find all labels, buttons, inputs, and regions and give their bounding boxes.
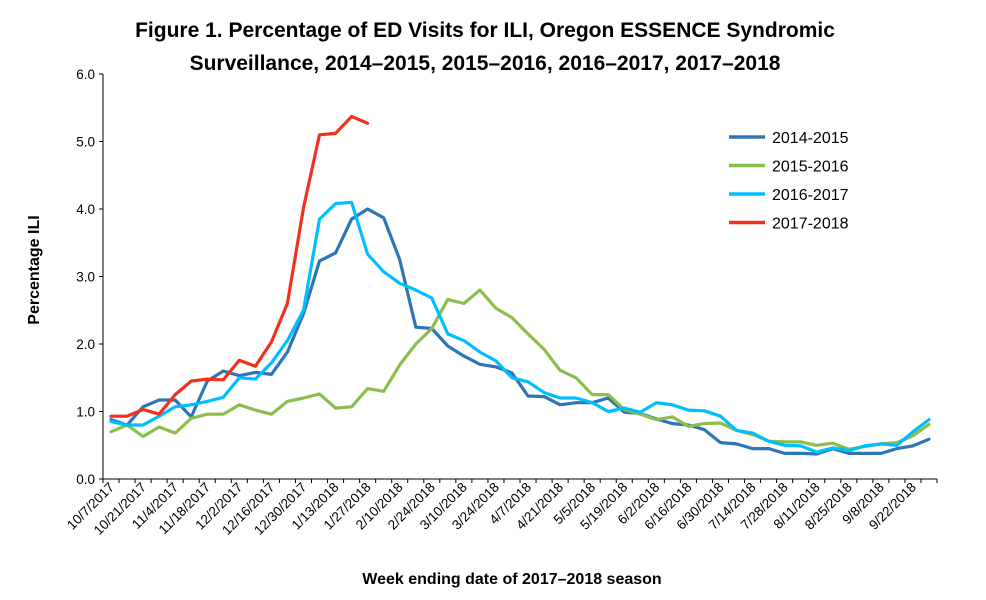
chart-title-line-1: Figure 1. Percentage of ED Visits for IL… [135,19,835,42]
y-axis-label: Percentage ILI [26,215,43,324]
series-lines [109,114,931,456]
x-axis-label: Week ending date of 2017–2018 season [362,571,661,588]
legend-label-2015-2016: 2015-2016 [772,159,849,176]
y-tick-label: 2.0 [76,337,95,352]
y-tick-label: 5.0 [76,135,95,150]
legend-label-2016-2017: 2016-2017 [772,187,849,204]
y-tick-label: 4.0 [76,202,95,217]
x-axis-ticks: 10/7/201710/21/201711/4/201711/18/201712… [64,479,938,538]
y-tick-label: 1.0 [76,405,95,420]
chart-title-line-2: Surveillance, 2014–2015, 2015–2016, 2016… [189,52,781,75]
y-tick-label: 0.0 [76,472,95,487]
series-line-2015-2016 [109,288,931,451]
series-line-2016-2017 [109,200,931,454]
legend-label-2017-2018: 2017-2018 [772,216,849,233]
y-tick-label: 3.0 [76,270,95,285]
chart-title: Figure 1. Percentage of ED Visits for IL… [0,14,970,80]
legend: 2014-2015 2015-2016 2016-2017 2017-2018 [729,130,849,233]
series-line-2017-2018 [109,114,370,418]
legend-label-2014-2015: 2014-2015 [772,130,849,147]
y-axis-ticks: 0.0 1.0 2.0 3.0 4.0 5.0 6.0 [76,67,103,487]
y-tick-label: 6.0 [76,67,95,82]
series-line-2014-2015 [109,207,931,456]
